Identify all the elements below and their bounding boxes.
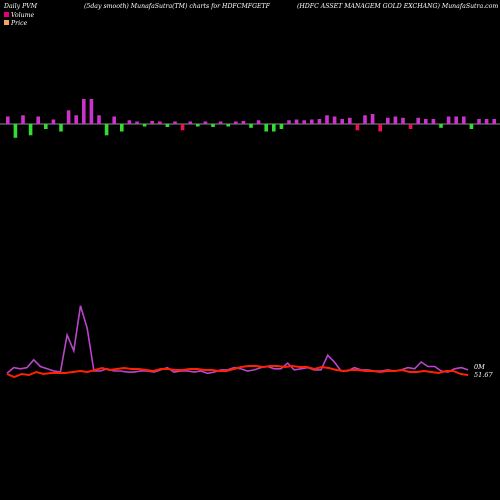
volume-bar — [287, 120, 291, 125]
volume-bar — [112, 116, 116, 124]
volume-bar — [446, 116, 451, 124]
header-right: (HDFC ASSET MANAGEM GOLD EXCHANG) Munafa… — [297, 3, 498, 10]
volume-bar — [310, 119, 314, 124]
volume-bar — [363, 115, 367, 125]
volume-bar — [279, 124, 284, 129]
volume-bar — [348, 117, 352, 125]
legend-price-swatch — [4, 20, 9, 25]
volume-bar — [97, 115, 101, 125]
volume-bar — [477, 119, 481, 124]
volume-bar — [135, 121, 139, 124]
volume-bar — [401, 117, 405, 125]
volume-bar — [264, 124, 268, 132]
volume-bar — [13, 124, 18, 138]
volume-bar — [302, 120, 306, 125]
volume-bar — [408, 124, 413, 129]
price-axis-label: 51.67 — [474, 371, 493, 379]
volume-bar — [165, 124, 170, 127]
volume-bar — [386, 117, 390, 125]
volume-bar — [6, 116, 10, 124]
volume-bar — [378, 124, 382, 132]
volume-bar — [249, 124, 253, 128]
volume-bar — [104, 124, 109, 136]
volume-bar — [66, 110, 71, 125]
volume-bar — [44, 124, 48, 129]
volume-bar — [203, 121, 208, 124]
volume-bar — [226, 124, 230, 127]
price-line — [6, 364, 469, 379]
volume-bar — [294, 119, 299, 124]
header-left: Daily PVM — [3, 3, 38, 10]
volume-bar — [211, 124, 215, 127]
volume-bar — [59, 124, 63, 132]
volume-bar — [188, 121, 192, 124]
volume-bar — [51, 119, 56, 124]
volume-bar — [484, 119, 489, 124]
volume-bar — [492, 119, 496, 124]
volume-bar — [173, 121, 177, 124]
volume-bar — [82, 99, 86, 124]
volume-bar — [256, 120, 261, 125]
volume-bar — [431, 119, 436, 124]
volume-bar — [332, 116, 337, 124]
volume-bar — [469, 124, 474, 129]
volume-bar — [370, 114, 375, 124]
volume-bar — [393, 116, 398, 124]
volume-bar — [234, 121, 238, 124]
volume-bar — [158, 121, 162, 124]
legend-volume-swatch — [4, 12, 9, 17]
volume-bar — [150, 121, 154, 124]
volume-bar — [196, 124, 200, 127]
volume-bar — [424, 119, 428, 124]
volume-bar — [272, 124, 276, 132]
legend-price-label: Price — [10, 20, 28, 27]
volume-bar — [439, 124, 443, 128]
legend-volume-label: Volume — [11, 12, 34, 19]
volume-bar — [241, 121, 246, 124]
volume-bars — [6, 99, 496, 138]
volume-bar — [28, 124, 33, 136]
volume-bar — [355, 124, 360, 131]
volume-bar — [89, 99, 94, 124]
volume-bar — [325, 115, 329, 125]
volume-bar — [340, 119, 344, 124]
volume-bar — [317, 119, 322, 124]
volume-bar — [180, 124, 185, 131]
volume-bar — [416, 117, 420, 125]
volume-bar — [462, 116, 466, 124]
volume-bar — [127, 120, 132, 125]
volume-bar — [74, 115, 78, 125]
volume-bar — [454, 116, 458, 124]
volume-bar — [120, 124, 124, 132]
header-middle: (5day smooth) MunafaSutra(TM) charts for… — [84, 3, 271, 10]
volume-bar — [21, 115, 25, 125]
volume-bar — [218, 121, 223, 124]
volume-axis-label: 0M — [474, 363, 485, 371]
volume-bar — [142, 124, 147, 127]
volume-bar — [36, 116, 40, 124]
